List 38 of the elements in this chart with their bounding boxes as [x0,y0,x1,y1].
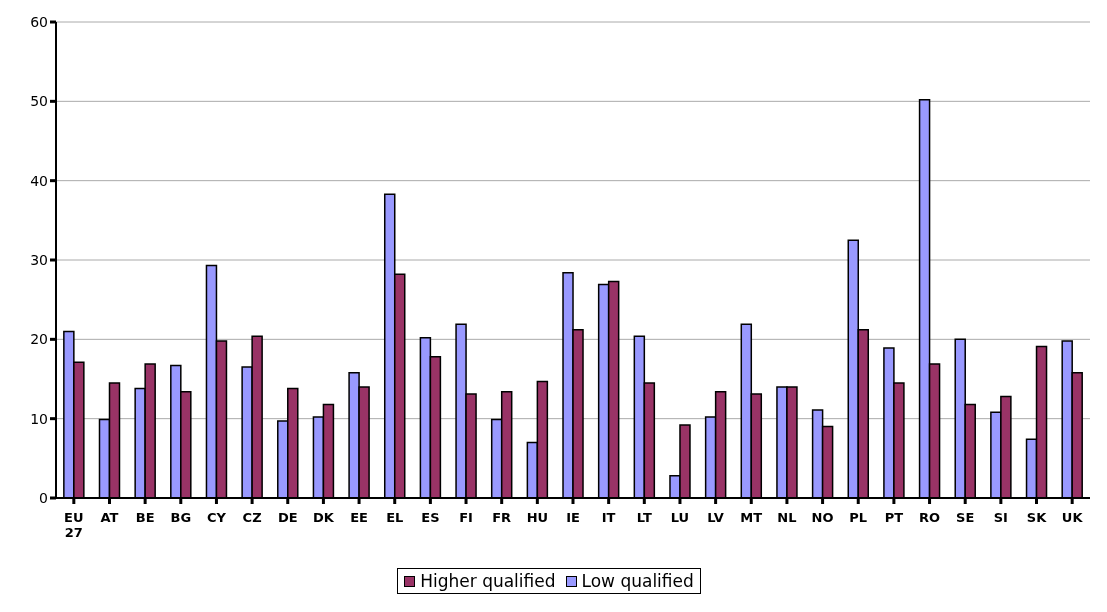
x-tick-label: LU [670,510,690,525]
x-tick-label: EU 27 [64,510,84,540]
y-tick-label: 50 [30,93,48,110]
x-tick-label: NL [777,510,797,525]
y-tick-label: 40 [30,172,48,189]
x-tick-label: IE [566,510,580,525]
x-tick-label: EL [386,510,404,525]
y-tick-label: 30 [30,251,48,268]
x-tick-label: CY [206,510,227,525]
x-tick-label: SK [1026,510,1048,525]
x-tick-label: FI [459,510,473,525]
x-tick-label: DK [312,510,335,525]
legend-label: Higher qualified [419,571,556,591]
x-tick-label: PT [884,510,904,525]
x-tick-label: SI [993,510,1008,525]
x-tick-label: FR [492,510,512,525]
x-tick-label: RO [919,510,941,525]
x-tick-label: LV [707,510,724,525]
x-tick-label: EE [350,510,368,525]
y-tick-label: 10 [30,410,48,427]
y-tick-label: 60 [30,13,48,30]
x-tick-label: AT [100,510,119,525]
x-tick-label: IT [601,510,616,525]
x-tick-label: MT [740,510,763,525]
x-tick-label: LT [636,510,652,525]
y-tick-label: 0 [39,489,48,506]
x-tick-label: UK [1061,510,1084,525]
x-tick-label: DE [277,510,298,525]
x-tick-label: SE [956,510,975,525]
x-tick-label: ES [421,510,440,525]
x-tick-label: BE [135,510,155,525]
x-tick-label: BG [170,510,192,525]
x-tick-label: NO [811,510,834,525]
y-tick-label: 20 [30,331,48,348]
x-tick-label: PL [849,510,868,525]
legend-label: Low qualified [580,571,694,591]
x-tick-label: HU [526,510,549,525]
x-tick-label: CZ [242,510,262,525]
